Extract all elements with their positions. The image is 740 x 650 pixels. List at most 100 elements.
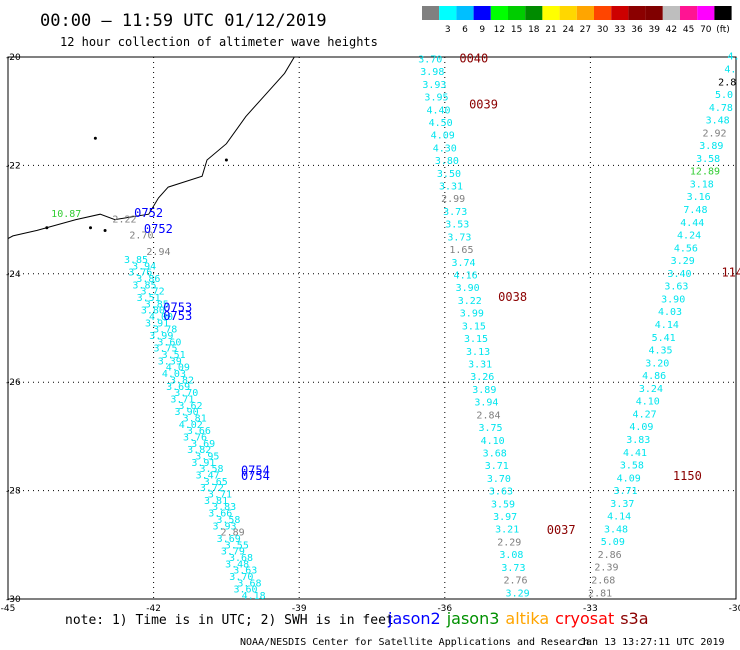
colorbar-swatch bbox=[490, 6, 508, 20]
wave-height-value: 3.58 bbox=[696, 154, 720, 165]
mission-legend-item: altika bbox=[505, 609, 549, 628]
wave-height-value: 3.58 bbox=[620, 461, 644, 472]
wave-height-value: 4.03 bbox=[162, 369, 186, 380]
wave-height-value: 3.90 bbox=[661, 294, 685, 305]
wave-height-value: 4.41 bbox=[623, 448, 647, 459]
pass-time-label: 0752 bbox=[134, 206, 163, 220]
colorbar-swatch bbox=[697, 6, 715, 20]
wave-height-value: 3.81 bbox=[183, 413, 207, 424]
wave-height-value: 4.09 bbox=[617, 473, 641, 484]
wave-height-value: 3.47 bbox=[196, 471, 220, 482]
wave-height-value: 3.97 bbox=[493, 512, 517, 523]
wave-height-value: 3.15 bbox=[462, 321, 486, 332]
wave-height-value: 3.85 bbox=[132, 280, 156, 291]
colorbar-swatch bbox=[662, 6, 680, 20]
wave-height-value: 2.39 bbox=[594, 563, 618, 574]
colorbar-label: 9 bbox=[479, 25, 485, 35]
wave-height-value: 3.71 bbox=[613, 486, 637, 497]
chart-subtitle: 12 hour collection of altimeter wave hei… bbox=[60, 35, 378, 49]
wave-height-value: 3.15 bbox=[464, 334, 488, 345]
pass-time-label: 114 bbox=[721, 266, 740, 280]
wave-height-marks: 3.703.983.933.954.404.504.094.303.803.50… bbox=[51, 51, 740, 602]
pass-time-label: 0754 bbox=[241, 463, 270, 477]
colorbar-label: 42 bbox=[666, 25, 677, 35]
wave-height-value: 4.24 bbox=[677, 231, 701, 242]
colorbar-label: 3 bbox=[445, 25, 451, 35]
colorbar-label: (ft) bbox=[716, 25, 730, 35]
wave-height-value: 3.99 bbox=[460, 309, 484, 320]
wave-height-value: 5.41 bbox=[652, 333, 676, 344]
pass-time-label: 0039 bbox=[469, 97, 498, 111]
wave-height-value: 2.8 bbox=[718, 77, 736, 88]
wave-height-value: 4.78 bbox=[709, 103, 733, 114]
colorbar-swatch bbox=[645, 6, 663, 20]
island bbox=[45, 226, 49, 230]
wave-height-value: 2.94 bbox=[146, 247, 170, 258]
wave-height-value: 1.65 bbox=[449, 245, 473, 256]
colorbar-swatch bbox=[456, 6, 474, 20]
wave-height-value: 3.83 bbox=[626, 435, 650, 446]
wave-height-value: 5.0 bbox=[715, 90, 733, 101]
wave-height-value: 4.30 bbox=[433, 143, 457, 154]
wave-height-value: 3.22 bbox=[458, 296, 482, 307]
island bbox=[224, 158, 228, 162]
wave-height-value: 4.35 bbox=[648, 346, 672, 357]
x-tick-label: -39 bbox=[292, 604, 307, 614]
wave-height-value: 3.70 bbox=[418, 54, 442, 65]
pass-time-label: 0753 bbox=[163, 301, 192, 315]
wave-height-value: 4.03 bbox=[658, 307, 682, 318]
wave-height-value: 3.70 bbox=[174, 388, 198, 399]
wave-height-value: 3.91 bbox=[191, 458, 215, 469]
wave-height-value: 2.89 bbox=[221, 528, 245, 539]
wave-height-value: 3.69 bbox=[166, 382, 190, 393]
wave-height-value: 3.55 bbox=[225, 540, 249, 551]
y-tick-label: -22 bbox=[6, 161, 21, 171]
wave-height-value: 3.72 bbox=[200, 483, 224, 494]
wave-height-value: 4.14 bbox=[607, 512, 631, 523]
wave-height-value: 3.68 bbox=[237, 578, 261, 589]
wave-height-value: 3.48 bbox=[604, 524, 628, 535]
wave-height-value: 4.44 bbox=[680, 218, 704, 229]
coastline-path bbox=[7, 56, 295, 240]
wave-height-value: 3.62 bbox=[178, 401, 202, 412]
wave-height-value: 4.09 bbox=[166, 363, 190, 374]
wave-height-value: 3.18 bbox=[690, 179, 714, 190]
wave-height-value: 4.09 bbox=[629, 422, 653, 433]
wave-height-value: 4.00 bbox=[149, 312, 173, 323]
wave-height-value: 4.40 bbox=[427, 105, 451, 116]
colorbar-swatch bbox=[576, 6, 594, 20]
wave-height-value: 4.10 bbox=[636, 397, 660, 408]
wave-height-value: 3.16 bbox=[687, 192, 711, 203]
coastline bbox=[7, 56, 295, 240]
wave-height-value: 3.95 bbox=[195, 452, 219, 463]
wave-height-value: 4.14 bbox=[655, 320, 679, 331]
wave-height-value: 3.13 bbox=[466, 347, 490, 358]
grid-lines bbox=[8, 57, 736, 599]
colorbar-swatch bbox=[680, 6, 698, 20]
wave-height-value: 3.99 bbox=[149, 331, 173, 342]
footer-credit: NOAA/NESDIS Center for Satellite Applica… bbox=[240, 637, 589, 648]
island bbox=[103, 228, 107, 232]
wave-height-value: 7.48 bbox=[683, 205, 707, 216]
colorbar-swatch bbox=[439, 6, 457, 20]
wave-height-value: 3.78 bbox=[153, 325, 177, 336]
colorbar-swatch bbox=[473, 6, 491, 20]
colorbar-swatch bbox=[714, 6, 732, 20]
wave-height-value: 3.60 bbox=[157, 337, 181, 348]
plot-frame bbox=[7, 56, 737, 600]
wave-height-value: 3.48 bbox=[706, 116, 730, 127]
wave-height-value: 3.39 bbox=[158, 356, 182, 367]
wave-height-value: 3.60 bbox=[234, 585, 258, 596]
colorbar-label: 70 bbox=[700, 25, 712, 35]
wave-height-value: 3.69 bbox=[191, 439, 215, 450]
wave-height-value: 3.73 bbox=[501, 563, 525, 574]
x-tick-label: -45 bbox=[1, 604, 16, 614]
wave-height-value: 3.58 bbox=[199, 464, 223, 475]
wave-height-value: 3.98 bbox=[420, 67, 444, 78]
y-tick-label: -24 bbox=[6, 270, 21, 280]
y-tick-label: -28 bbox=[6, 487, 21, 497]
wave-height-value: 4.02 bbox=[179, 420, 203, 431]
wave-height-value: 4. bbox=[724, 64, 736, 75]
wave-height-value: 3.73 bbox=[447, 232, 471, 243]
footer-note: note: 1) Time is in UTC; 2) SWH is in fe… bbox=[65, 613, 394, 628]
